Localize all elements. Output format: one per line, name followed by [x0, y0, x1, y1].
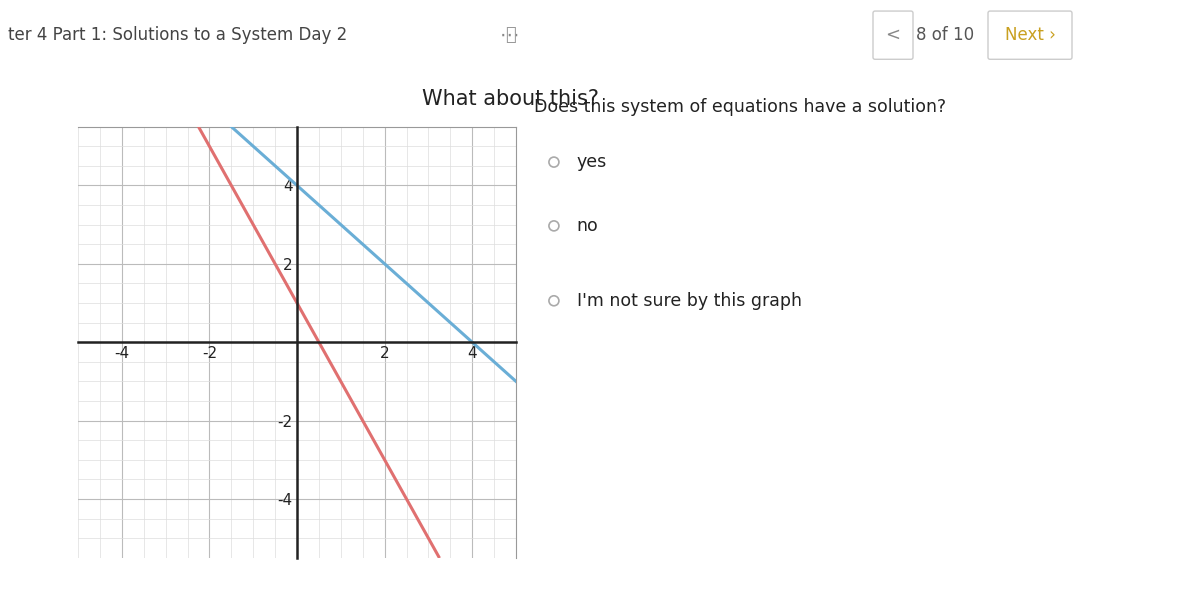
- Text: 8 of 10: 8 of 10: [916, 26, 974, 44]
- Text: no: no: [577, 217, 599, 235]
- FancyBboxPatch shape: [874, 11, 913, 59]
- Text: Does this system of equations have a solution?: Does this system of equations have a sol…: [534, 98, 947, 116]
- Text: ter 4 Part 1: Solutions to a System Day 2: ter 4 Part 1: Solutions to a System Day …: [8, 26, 347, 44]
- Text: What about this?: What about this?: [421, 89, 599, 109]
- Text: ⋯: ⋯: [500, 26, 520, 45]
- FancyBboxPatch shape: [988, 11, 1072, 59]
- Text: I'm not sure by this graph: I'm not sure by this graph: [577, 292, 802, 310]
- Text: yes: yes: [577, 153, 607, 171]
- Text: <: <: [886, 26, 900, 44]
- Text: Next ›: Next ›: [1004, 26, 1056, 44]
- Text: ⛶: ⛶: [505, 26, 515, 44]
